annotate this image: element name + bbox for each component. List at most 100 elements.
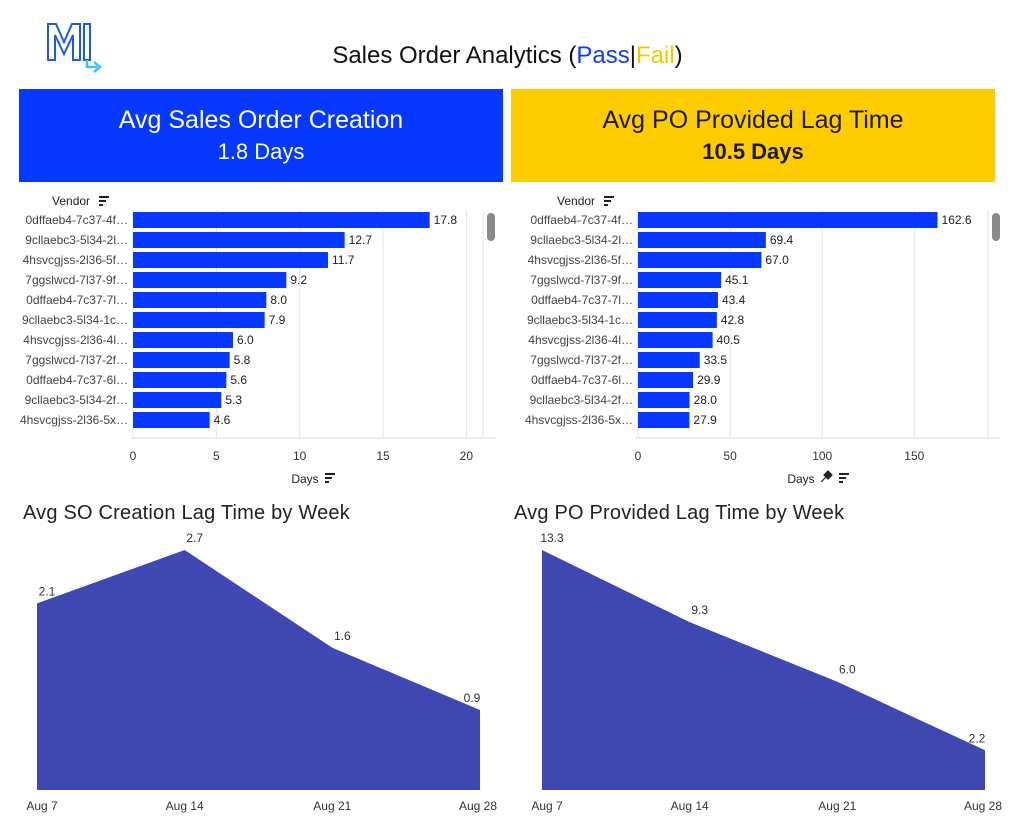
- pin-icon-shape: [820, 470, 833, 483]
- data-label: 6.0: [839, 663, 856, 677]
- x-tick-label: Aug 28: [964, 799, 1002, 813]
- vendor-label: 4hsvcgjss-2l36-5f…: [528, 253, 633, 267]
- area-fill[interactable]: [542, 550, 985, 790]
- bar[interactable]: [638, 232, 766, 248]
- sort-icon-line: [604, 196, 614, 198]
- bar[interactable]: [638, 352, 700, 368]
- x-tick-label: Aug 21: [818, 799, 856, 813]
- vendor-label: 7ggslwcd-7l37-2f…: [25, 353, 128, 367]
- sort-icon-line: [99, 196, 109, 198]
- scrollbar-thumb[interactable]: [487, 213, 495, 241]
- bar[interactable]: [133, 392, 222, 408]
- area-fill[interactable]: [37, 550, 480, 790]
- data-label: 42.8: [721, 313, 745, 327]
- bar[interactable]: [638, 292, 718, 308]
- x-tick-label: Aug 14: [166, 799, 204, 813]
- x-tick-label: 50: [723, 449, 737, 463]
- x-tick-label: Aug 14: [671, 799, 709, 813]
- data-label: 43.4: [722, 293, 746, 307]
- data-label: 69.4: [770, 233, 794, 247]
- vendor-label: 0dffaeb4-7c37-4f…: [25, 213, 128, 227]
- bar[interactable]: [133, 252, 328, 268]
- sort-icon-line: [325, 477, 332, 479]
- bar[interactable]: [638, 332, 713, 348]
- vendor-label: 0dffaeb4-7c37-7l…: [26, 293, 128, 307]
- so-creation-by-vendor-chart[interactable]: Vendor 0dffaeb4-7c37-4f… 17.8 9cllaebc3-5l3…: [0, 188, 505, 488]
- data-label: 45.1: [725, 273, 749, 287]
- page-title: Sales Order Analytics (Pass|Fail): [0, 42, 1015, 70]
- title-suffix: ): [674, 42, 683, 69]
- sort-icon-line: [604, 200, 611, 202]
- x-tick-label: 0: [635, 449, 642, 463]
- vendor-label: 7ggslwcd-7l37-9f…: [25, 273, 128, 287]
- bar[interactable]: [133, 372, 227, 388]
- bar[interactable]: [638, 272, 722, 288]
- data-label: 8.0: [270, 293, 287, 307]
- so-creation-weekly-area-chart[interactable]: 2.1 2.7 1.6 0.9 Aug 7 Aug 14 Aug 21 Aug 28: [0, 495, 505, 830]
- data-label: 5.3: [225, 393, 242, 407]
- bar[interactable]: [638, 372, 694, 388]
- vendor-label: 0dffaeb4-7c37-6l…: [26, 373, 128, 387]
- po-lag-weekly-area-chart[interactable]: 13.3 9.3 6.0 2.2 Aug 7 Aug 14 Aug 21 Aug 28: [505, 495, 1010, 830]
- bar[interactable]: [638, 312, 717, 328]
- bar[interactable]: [133, 412, 210, 428]
- data-label: 67.0: [765, 253, 789, 267]
- sort-icon[interactable]: [99, 196, 109, 206]
- x-tick-label: 15: [376, 449, 390, 463]
- scrollbar-thumb[interactable]: [992, 213, 1000, 241]
- data-label: 2.7: [186, 531, 203, 545]
- kpi-avg-po-provided-lag-time[interactable]: Avg PO Provided Lag Time 10.5 Days: [511, 89, 995, 182]
- title-separator: |: [629, 42, 636, 69]
- data-label: 7.9: [269, 313, 286, 327]
- data-label: 0.9: [464, 691, 481, 705]
- data-label: 40.5: [717, 333, 741, 347]
- sort-icon[interactable]: [325, 473, 335, 483]
- data-label: 17.8: [434, 213, 458, 227]
- bar[interactable]: [133, 312, 265, 328]
- kpi-avg-sales-order-creation[interactable]: Avg Sales Order Creation 1.8 Days: [19, 89, 503, 182]
- bar[interactable]: [638, 392, 690, 408]
- vendor-label: 9cllaebc3-5l34-2l…: [530, 233, 633, 247]
- x-tick-label: Aug 7: [531, 799, 563, 813]
- sort-icon[interactable]: [839, 473, 849, 483]
- bar[interactable]: [133, 272, 287, 288]
- sort-icon-line: [99, 200, 106, 202]
- sort-icon[interactable]: [604, 196, 614, 206]
- vendor-label: 9cllaebc3-5l34-1c…: [22, 313, 128, 327]
- data-label: 2.2: [969, 731, 986, 745]
- bar[interactable]: [638, 412, 690, 428]
- x-tick-label: 100: [812, 449, 832, 463]
- data-label: 27.9: [693, 413, 717, 427]
- bar[interactable]: [133, 232, 345, 248]
- x-tick-label: 5: [213, 449, 220, 463]
- vendor-label: 9cllaebc3-5l34-1c…: [527, 313, 633, 327]
- pass-label: Pass: [576, 42, 630, 69]
- data-label: 6.0: [237, 333, 254, 347]
- data-label: 29.9: [697, 373, 721, 387]
- vendor-label: 9cllaebc3-5l34-2f…: [25, 393, 128, 407]
- data-label: 4.6: [214, 413, 231, 427]
- x-axis-title: Days: [787, 472, 814, 486]
- data-label: 11.7: [332, 253, 355, 267]
- kpi-label: Avg Sales Order Creation: [118, 106, 404, 134]
- data-label: 2.1: [39, 584, 56, 598]
- vendor-label: 9cllaebc3-5l34-2l…: [25, 233, 128, 247]
- pin-icon[interactable]: [820, 470, 833, 483]
- vendor-label: 4hsvcgjss-2l36-5f…: [23, 253, 128, 267]
- bar[interactable]: [133, 352, 230, 368]
- po-lag-by-vendor-chart[interactable]: Vendor 0dffaeb4-7c37-4f… 162.6 9cllaebc3-5l…: [505, 188, 1010, 488]
- bar[interactable]: [638, 252, 762, 268]
- chart-title: Avg SO Creation Lag Time by Week: [23, 502, 350, 524]
- bar[interactable]: [133, 332, 233, 348]
- fail-label: Fail: [636, 42, 675, 69]
- bar[interactable]: [638, 212, 938, 228]
- bar[interactable]: [133, 212, 430, 228]
- vendor-label: 4hsvcgjss-2l36-5x…: [20, 413, 128, 427]
- kpi-value: 10.5 Days: [702, 139, 804, 164]
- data-label: 5.8: [234, 353, 251, 367]
- sort-icon-line: [839, 473, 849, 475]
- data-label: 5.6: [230, 373, 247, 387]
- sort-icon-line: [839, 477, 846, 479]
- bar[interactable]: [133, 292, 267, 308]
- vendor-label: 4hsvcgjss-2l36-4l…: [23, 333, 128, 347]
